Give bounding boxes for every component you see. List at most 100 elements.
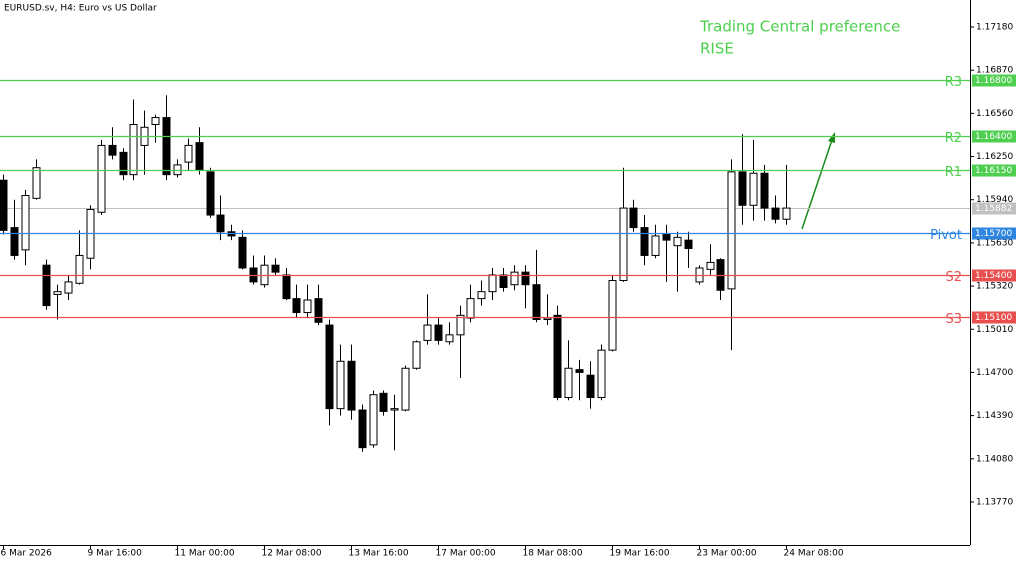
candle-body xyxy=(151,117,160,126)
candle-body xyxy=(575,369,584,373)
candle-body xyxy=(129,124,138,176)
candle-body xyxy=(510,271,519,286)
candle-body xyxy=(586,374,595,399)
x-tick-label: 24 Mar 08:00 xyxy=(784,549,844,559)
candle-body xyxy=(53,291,62,295)
candle-body xyxy=(466,298,475,319)
candle-body xyxy=(782,207,791,220)
level-price-label: 1.15100 xyxy=(975,313,1012,323)
candle-body xyxy=(184,144,193,163)
y-tick-label: 1.14390 xyxy=(976,411,1013,421)
candle-body xyxy=(477,291,486,300)
x-tick-label: 17 Mar 00:00 xyxy=(436,549,496,559)
level-name: R2 xyxy=(945,131,962,146)
level-name: R3 xyxy=(945,75,962,90)
candle-body xyxy=(0,179,8,231)
candle-body xyxy=(303,299,312,314)
y-tick-label: 1.17180 xyxy=(976,23,1013,33)
candle-body xyxy=(325,324,334,410)
level-price-label: 1.16150 xyxy=(975,166,1012,176)
candle-body xyxy=(271,264,280,273)
candle-body xyxy=(619,207,628,282)
candle-body xyxy=(195,142,204,171)
candle-body xyxy=(445,334,454,343)
arrow-head xyxy=(828,132,835,143)
candle-body xyxy=(292,298,301,314)
candle-body xyxy=(673,236,682,247)
candle-body xyxy=(238,236,247,269)
level-price-box xyxy=(972,227,1016,240)
y-tick-label: 1.16560 xyxy=(976,109,1013,119)
candle-body xyxy=(412,341,421,369)
current-price-label: 1.15882 xyxy=(975,204,1012,214)
candle-body xyxy=(10,227,19,256)
candle-body xyxy=(358,409,367,449)
y-tick-label: 1.15940 xyxy=(976,195,1013,205)
candle-body xyxy=(64,281,73,294)
candle-body xyxy=(651,235,660,256)
y-tick-label: 1.15010 xyxy=(976,325,1013,335)
candle-body xyxy=(390,408,399,411)
level-price-box xyxy=(972,311,1016,324)
level-name: R1 xyxy=(945,165,962,180)
candle-body xyxy=(771,207,780,220)
y-tick-label: 1.15630 xyxy=(976,238,1013,248)
candle-body xyxy=(216,214,225,233)
candle-body xyxy=(347,360,356,411)
y-tick-label: 1.14700 xyxy=(976,368,1013,378)
level-price-label: 1.16400 xyxy=(975,132,1012,142)
level-name: S2 xyxy=(945,270,962,285)
candle-body xyxy=(684,239,693,249)
candle-body xyxy=(423,324,432,341)
candle-body xyxy=(282,274,291,300)
candle-body xyxy=(564,367,573,399)
candle-body xyxy=(173,164,182,176)
candle-body xyxy=(608,280,617,351)
x-tick-label: 18 Mar 08:00 xyxy=(523,549,583,559)
candle-body xyxy=(32,167,41,199)
candle-body xyxy=(521,271,530,286)
forecast-arrow xyxy=(801,132,835,230)
y-tick-label: 1.13770 xyxy=(976,497,1013,507)
candle-body xyxy=(597,349,606,399)
candle-body xyxy=(629,207,638,229)
x-tick-label: 23 Mar 00:00 xyxy=(697,549,757,559)
x-tick-label: 11 Mar 00:00 xyxy=(175,549,235,559)
candle-body xyxy=(553,314,562,399)
candle-body xyxy=(162,117,171,176)
candle-body xyxy=(108,144,117,156)
current-price-box xyxy=(972,202,1016,215)
candle-body xyxy=(456,314,465,336)
candle-body xyxy=(499,274,508,288)
level-price-label: 1.15400 xyxy=(975,271,1012,281)
candle-body xyxy=(662,234,671,241)
arrow-line xyxy=(801,139,833,230)
level-price-box xyxy=(972,164,1016,177)
candle-body xyxy=(42,264,51,307)
candle-body xyxy=(336,360,345,410)
candle-body xyxy=(97,144,106,213)
y-tick-label: 1.14080 xyxy=(976,454,1013,464)
x-tick-label: 13 Mar 16:00 xyxy=(349,549,409,559)
candle-body xyxy=(401,367,410,411)
candle-body xyxy=(532,284,541,321)
candle-body xyxy=(488,274,497,293)
chart-title: EURUSD.sv, H4: Euro vs US Dollar xyxy=(4,4,157,14)
candle-body xyxy=(640,227,649,256)
x-tick-label: 19 Mar 16:00 xyxy=(610,549,670,559)
level-price-box xyxy=(972,130,1016,143)
level-price-label: 1.15700 xyxy=(975,229,1012,239)
y-tick-label: 1.16250 xyxy=(976,152,1013,162)
x-tick-label: 6 Mar 2026 xyxy=(1,549,53,559)
y-tick-label: 1.16870 xyxy=(976,66,1013,76)
candle-body xyxy=(21,195,30,251)
candle-body xyxy=(119,151,128,176)
candle-body xyxy=(206,171,215,216)
candle-body xyxy=(369,394,378,446)
candle-body xyxy=(749,172,758,206)
annotation: Trading Central preference xyxy=(699,18,900,36)
x-tick-label: 9 Mar 16:00 xyxy=(88,549,143,559)
y-tick-label: 1.15320 xyxy=(976,282,1013,292)
candle-body xyxy=(75,254,84,284)
